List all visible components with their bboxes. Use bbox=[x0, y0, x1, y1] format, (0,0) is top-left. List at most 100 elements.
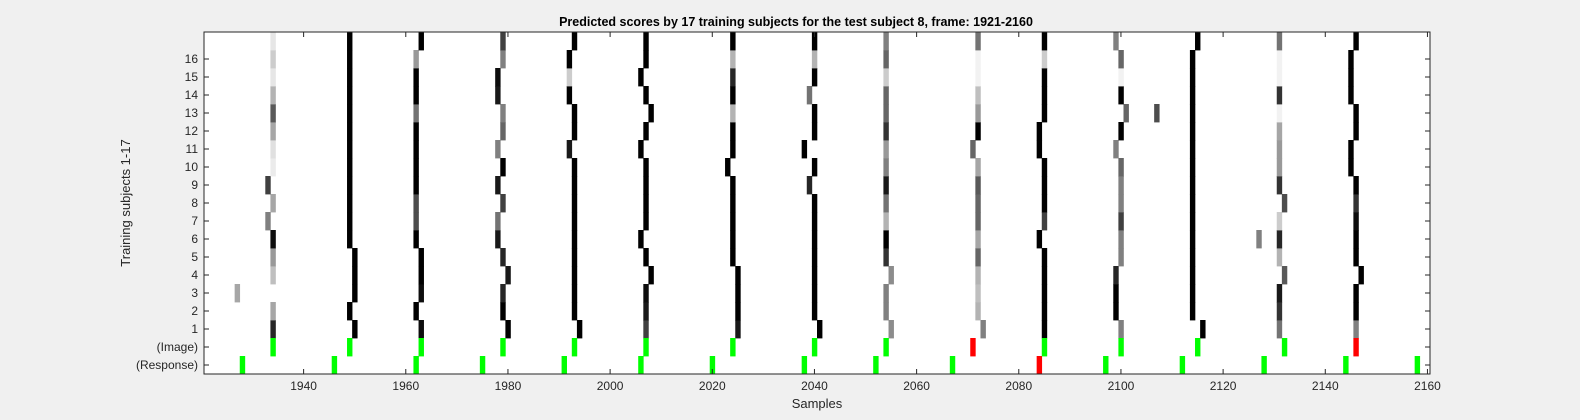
score-cell-6-subject-15 bbox=[730, 68, 736, 87]
response-marker-green-14 bbox=[1414, 356, 1421, 375]
score-cell-12-subject-10 bbox=[1189, 158, 1196, 177]
y-tick-label-3: 2 bbox=[191, 304, 198, 318]
score-cell-6-subject-10 bbox=[725, 158, 731, 177]
image-marker-green-10 bbox=[1118, 338, 1124, 357]
score-cell-14-subject-14 bbox=[1348, 86, 1354, 105]
score-cell-13-subject-11 bbox=[1276, 140, 1283, 159]
y-tick-label-13: 12 bbox=[185, 124, 199, 138]
score-cell-5-subject-4 bbox=[648, 266, 654, 285]
score-cell-10-subject-15 bbox=[1041, 68, 1048, 87]
score-cell-7-subject-8 bbox=[811, 194, 818, 213]
response-marker-green-9 bbox=[949, 356, 956, 375]
score-cell-14-subject-9 bbox=[1353, 176, 1359, 195]
score-cell-11-subject-8 bbox=[1118, 194, 1124, 213]
score-cell-2-subject-6 bbox=[413, 230, 419, 249]
score-cell-4-subject-6 bbox=[571, 230, 578, 249]
score-cell-13-subject-17 bbox=[1276, 32, 1283, 51]
score-cell-10-subject-8 bbox=[1041, 194, 1048, 213]
score-cell-8-subject-13 bbox=[883, 104, 889, 123]
score-cell-1-subject-8 bbox=[347, 194, 353, 213]
score-cell-13-subject-1 bbox=[1276, 320, 1283, 339]
x-tick-label-2160: 2160 bbox=[1414, 379, 1441, 393]
score-cell-5-subject-9 bbox=[643, 176, 649, 195]
score-cell-6-subject-3 bbox=[735, 284, 741, 303]
score-cell-7-subject-11 bbox=[801, 140, 808, 159]
response-marker-green-4 bbox=[561, 356, 567, 375]
score-cell-12-subject-17 bbox=[1195, 32, 1201, 51]
score-cell-14-subject-2 bbox=[1353, 302, 1359, 321]
score-cell-12-subject-6 bbox=[1189, 230, 1196, 249]
score-cell-8-subject-6 bbox=[883, 230, 889, 249]
score-cell-3-subject-6 bbox=[495, 230, 501, 249]
x-axis-label: Samples bbox=[792, 396, 843, 411]
score-cell-13-subject-4 bbox=[1281, 266, 1288, 285]
score-cell-12-subject-3 bbox=[1189, 284, 1196, 303]
score-cell-9-subject-5 bbox=[975, 248, 981, 267]
score-cell-12-subject-13 bbox=[1189, 104, 1196, 123]
score-cell-6-subject-9 bbox=[730, 176, 736, 195]
score-cell-9-subject-8 bbox=[975, 194, 981, 213]
response-marker-green-1 bbox=[331, 356, 338, 375]
heatmap-cells bbox=[234, 32, 1421, 375]
score-cell-5-subject-5 bbox=[643, 248, 649, 267]
score-cell-7-subject-2 bbox=[811, 302, 818, 321]
score-cell-11-subject-11 bbox=[1113, 140, 1119, 159]
score-cell-5-subject-10 bbox=[643, 158, 649, 177]
score-cell-11-subject-3 bbox=[1113, 284, 1119, 303]
score-cell-12-subject-7 bbox=[1189, 212, 1196, 231]
response-marker-green-5 bbox=[638, 356, 644, 375]
score-cell-4-subject-10 bbox=[571, 158, 578, 177]
x-tick-label-1960: 1960 bbox=[392, 379, 419, 393]
y-tick-label-17: 16 bbox=[185, 52, 199, 66]
score-cell-2-subject-8 bbox=[413, 194, 419, 213]
score-cell-10-subject-12 bbox=[1036, 122, 1043, 141]
score-cell-9-subject-16 bbox=[975, 50, 981, 69]
score-cell-13-subject-14 bbox=[1276, 86, 1283, 105]
y-tick-label-4: 3 bbox=[191, 286, 198, 300]
score-cell-14-subject-17 bbox=[1353, 32, 1359, 51]
image-marker-red-0 bbox=[970, 338, 976, 357]
score-cell-10-subject-1 bbox=[1041, 320, 1048, 339]
response-marker-green-13 bbox=[1343, 356, 1349, 375]
score-cell-9-subject-12 bbox=[975, 122, 981, 141]
score-cell-3-subject-8 bbox=[500, 194, 506, 213]
score-cell-13-subject-16 bbox=[1276, 50, 1283, 69]
score-cell-2-subject-16 bbox=[413, 50, 419, 69]
image-marker-green-3 bbox=[500, 338, 506, 357]
score-cell-4-subject-8 bbox=[571, 194, 578, 213]
score-cell-1-subject-11 bbox=[347, 140, 353, 159]
x-tick-label-2100: 2100 bbox=[1108, 379, 1135, 393]
score-cell-11-subject-17 bbox=[1113, 32, 1119, 51]
x-tick-label-2020: 2020 bbox=[699, 379, 726, 393]
score-cell-10-subject-16 bbox=[1041, 50, 1048, 69]
score-cell-9-subject-2 bbox=[975, 302, 981, 321]
score-cell-4-subject-16 bbox=[566, 50, 573, 69]
score-cell-8-subject-8 bbox=[883, 194, 889, 213]
score-cell-5-subject-14 bbox=[643, 86, 649, 105]
score-cell-9-subject-9 bbox=[975, 176, 981, 195]
score-cell-12-subject-8 bbox=[1189, 194, 1196, 213]
score-cell-1-subject-3 bbox=[352, 284, 358, 303]
score-cell-13-subject-6 bbox=[1276, 230, 1283, 249]
response-marker-green-8 bbox=[873, 356, 879, 375]
score-cell-2-subject-1 bbox=[418, 320, 424, 339]
score-cell-9-subject-1 bbox=[980, 320, 986, 339]
score-cell-1-subject-16 bbox=[347, 50, 353, 69]
image-marker-green-0 bbox=[270, 338, 276, 357]
score-cell-9-subject-15 bbox=[975, 68, 981, 87]
score-cell-1-subject-12 bbox=[347, 122, 353, 141]
score-cell-0-subject-3 bbox=[234, 284, 241, 303]
response-marker-green-12 bbox=[1261, 356, 1267, 375]
score-cell-6-subject-1 bbox=[735, 320, 741, 339]
x-tick-label-2140: 2140 bbox=[1312, 379, 1339, 393]
score-cell-3-subject-1 bbox=[505, 320, 511, 339]
score-cell-7-subject-4 bbox=[811, 266, 818, 285]
score-cell-0-subject-10 bbox=[270, 158, 276, 177]
x-tick-label-1940: 1940 bbox=[290, 379, 317, 393]
score-cell-3-subject-9 bbox=[495, 176, 501, 195]
score-cell-9-subject-14 bbox=[975, 86, 981, 105]
score-cell-6-subject-17 bbox=[730, 32, 736, 51]
x-tick-label-2060: 2060 bbox=[903, 379, 930, 393]
score-cell-2-subject-12 bbox=[413, 122, 419, 141]
